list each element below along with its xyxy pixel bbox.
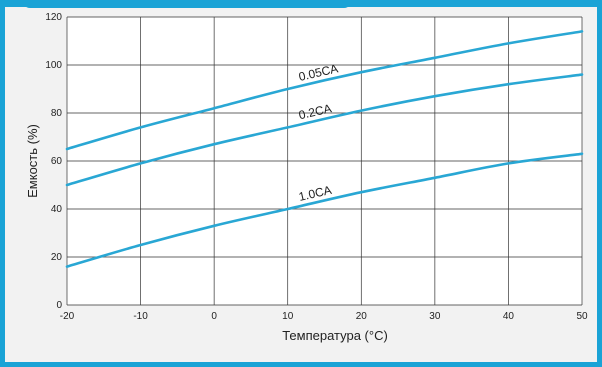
x-tick-label: 10 bbox=[282, 311, 294, 322]
y-axis-title: Емкость (%) bbox=[25, 124, 40, 198]
x-tick-label: 50 bbox=[576, 311, 588, 322]
x-axis-title: Температура (°C) bbox=[282, 328, 388, 343]
x-tick-label: -20 bbox=[60, 311, 75, 322]
x-tick-label: -10 bbox=[133, 311, 148, 322]
x-tick-label: 30 bbox=[429, 311, 441, 322]
y-tick-label: 100 bbox=[45, 60, 62, 71]
series-line-2 bbox=[65, 152, 584, 268]
ticks: -20 -10 0 10 20 30 40 50 0 20 40 60 80 100 120 bbox=[45, 12, 588, 322]
y-tick-label: 20 bbox=[51, 252, 63, 263]
y-tick-label: 0 bbox=[56, 300, 62, 311]
frame-header-tab bbox=[22, 0, 352, 8]
y-tick-label: 120 bbox=[45, 12, 62, 23]
y-tick-label: 40 bbox=[51, 204, 63, 215]
x-tick-label: 40 bbox=[503, 311, 515, 322]
y-tick-label: 60 bbox=[51, 156, 63, 167]
x-tick-label: 20 bbox=[356, 311, 368, 322]
series-line-1 bbox=[65, 73, 584, 187]
series-line-0 bbox=[65, 30, 584, 151]
x-tick-label: 0 bbox=[211, 311, 217, 322]
grid bbox=[66, 16, 583, 306]
y-tick-label: 80 bbox=[51, 108, 63, 119]
